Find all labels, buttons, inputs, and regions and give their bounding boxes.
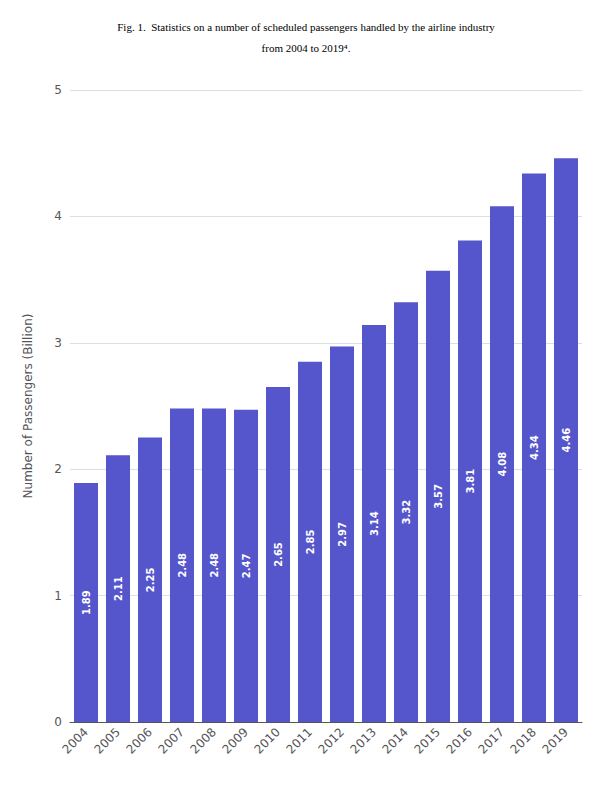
svg-text:3.32: 3.32 xyxy=(401,500,412,525)
svg-text:from 2004 to 2019⁴.: from 2004 to 2019⁴. xyxy=(262,42,351,54)
svg-text:Number of Passengers (Billion): Number of Passengers (Billion) xyxy=(21,314,35,499)
svg-text:2.65: 2.65 xyxy=(273,542,284,567)
svg-text:2004: 2004 xyxy=(59,725,90,756)
svg-text:0: 0 xyxy=(54,715,62,729)
svg-text:2: 2 xyxy=(54,462,62,476)
svg-text:5: 5 xyxy=(54,83,62,97)
svg-text:3: 3 xyxy=(54,336,62,350)
svg-text:2011: 2011 xyxy=(283,725,314,756)
svg-text:2006: 2006 xyxy=(123,725,154,756)
svg-text:3.14: 3.14 xyxy=(369,511,380,536)
svg-text:4.34: 4.34 xyxy=(529,435,540,460)
svg-text:2010: 2010 xyxy=(251,725,282,756)
svg-text:4.08: 4.08 xyxy=(497,452,508,477)
svg-text:2.25: 2.25 xyxy=(145,567,156,592)
svg-text:2.11: 2.11 xyxy=(113,576,124,601)
svg-text:Fig. 1. Statistics on a numbe: Fig. 1. Statistics on a number of schedu… xyxy=(117,21,495,33)
svg-text:2013: 2013 xyxy=(347,725,378,756)
svg-text:2.48: 2.48 xyxy=(177,553,188,578)
svg-text:2007: 2007 xyxy=(155,725,186,756)
svg-text:1.89: 1.89 xyxy=(81,590,92,615)
svg-text:2016: 2016 xyxy=(443,725,474,756)
svg-text:2015: 2015 xyxy=(411,725,442,756)
svg-text:3.57: 3.57 xyxy=(433,484,444,509)
svg-text:2.85: 2.85 xyxy=(305,530,316,555)
svg-text:2.97: 2.97 xyxy=(337,522,348,547)
svg-text:2014: 2014 xyxy=(379,725,410,756)
svg-text:2005: 2005 xyxy=(91,725,122,756)
svg-text:2.47: 2.47 xyxy=(241,554,252,579)
svg-text:3.81: 3.81 xyxy=(465,469,476,494)
svg-text:1: 1 xyxy=(54,589,62,603)
svg-text:2.48: 2.48 xyxy=(209,553,220,578)
svg-text:2017: 2017 xyxy=(475,725,506,756)
svg-text:2009: 2009 xyxy=(219,725,250,756)
svg-text:4: 4 xyxy=(54,209,62,223)
svg-text:2012: 2012 xyxy=(315,725,346,756)
svg-text:2018: 2018 xyxy=(507,725,538,756)
svg-text:4.46: 4.46 xyxy=(561,428,572,453)
svg-text:2019: 2019 xyxy=(539,725,570,756)
svg-text:2008: 2008 xyxy=(187,725,218,756)
